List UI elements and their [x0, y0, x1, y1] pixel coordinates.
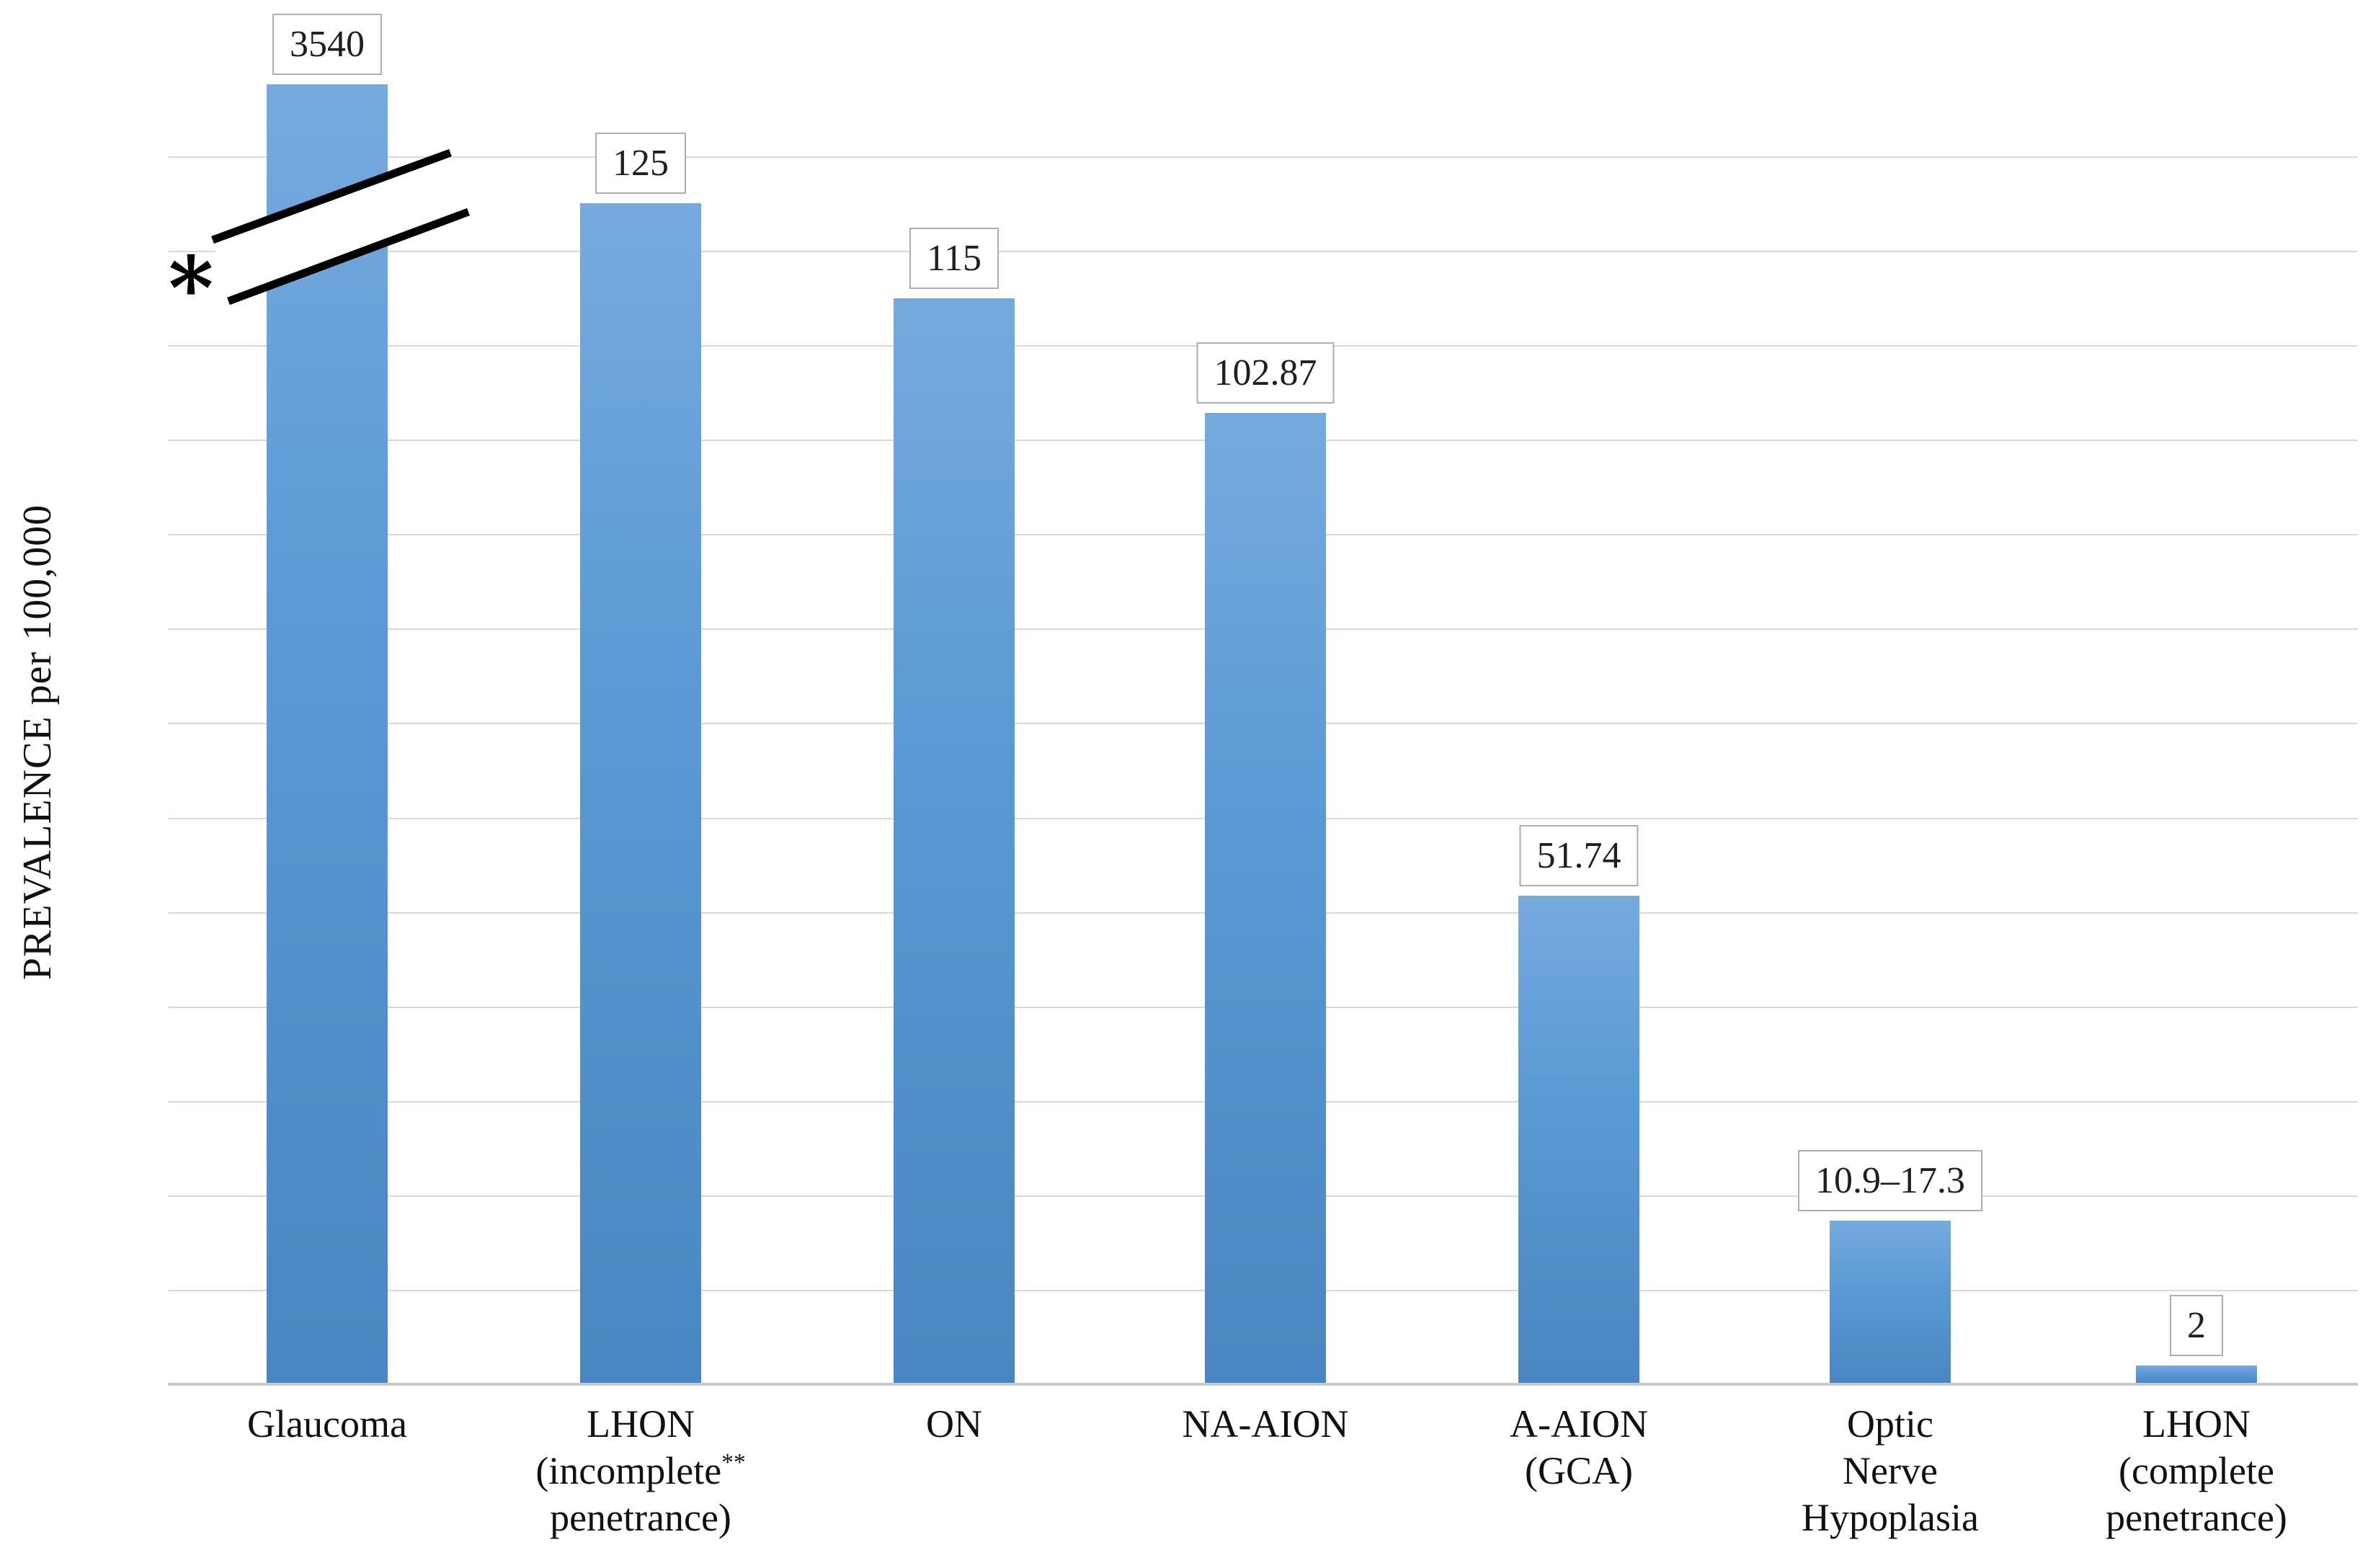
- category-label: ON: [788, 1401, 1120, 1448]
- category-label-line: penetrance): [2031, 1494, 2362, 1541]
- value-label: 3540: [272, 14, 382, 76]
- category-label-line: A-AION: [1413, 1401, 1745, 1448]
- bar-4[interactable]: [1518, 896, 1639, 1384]
- gridline: [168, 156, 2358, 158]
- category-label-text: NA-AION: [1182, 1402, 1349, 1446]
- category-label-text: Nerve: [1843, 1448, 1938, 1492]
- y-axis-title: PREVALENCE per 100,000: [15, 504, 60, 981]
- category-label-line: (GCA): [1413, 1448, 1745, 1494]
- category-label-text: penetrance): [550, 1495, 731, 1539]
- category-label-text: A-AION: [1510, 1402, 1648, 1446]
- category-label-line: ON: [788, 1401, 1120, 1448]
- category-label-line: Hypoplasia: [1724, 1494, 2056, 1541]
- value-label: 102.87: [1196, 342, 1335, 404]
- category-label: LHON (complete penetrance): [2031, 1401, 2362, 1541]
- bar-3[interactable]: [1205, 413, 1326, 1384]
- category-label-line: (complete: [2031, 1448, 2362, 1494]
- category-label-line: LHON: [475, 1401, 806, 1448]
- category-label-footnote-marker: **: [721, 1448, 746, 1476]
- category-label-line: penetrance): [475, 1494, 806, 1541]
- category-label-line: (incomplete**: [475, 1448, 806, 1494]
- category-label-text: Optic: [1847, 1402, 1933, 1446]
- category-label-line: NA-AION: [1100, 1401, 1431, 1448]
- category-label-text: penetrance): [2106, 1495, 2287, 1539]
- category-label-text: Hypoplasia: [1802, 1495, 1979, 1539]
- category-label: A-AION (GCA): [1413, 1401, 1745, 1494]
- category-label-line: Optic: [1724, 1401, 2056, 1448]
- bar-6[interactable]: [2136, 1366, 2257, 1384]
- value-label: 51.74: [1519, 825, 1639, 887]
- category-label-text: Glaucoma: [247, 1402, 407, 1446]
- bar-0[interactable]: [267, 84, 388, 1384]
- category-label-line: LHON: [2031, 1401, 2362, 1448]
- category-label: Optic Nerve Hypoplasia: [1724, 1401, 2056, 1541]
- category-label-text: (GCA): [1525, 1448, 1633, 1492]
- category-label-line: Glaucoma: [161, 1401, 493, 1448]
- axis-break-asterisk: *: [169, 238, 214, 339]
- value-label: 2: [2170, 1295, 2223, 1357]
- category-label-text: (incomplete: [535, 1448, 722, 1492]
- value-label: 115: [909, 228, 999, 290]
- category-label: LHON (incomplete** penetrance): [475, 1401, 806, 1541]
- category-label: Glaucoma: [161, 1401, 493, 1448]
- value-label: 10.9–17.3: [1798, 1150, 1982, 1212]
- category-label-line: Nerve: [1724, 1448, 2056, 1494]
- bar-1[interactable]: [580, 203, 701, 1384]
- category-label: NA-AION: [1100, 1401, 1431, 1448]
- category-label-text: LHON: [587, 1402, 695, 1446]
- category-label-text: (complete: [2119, 1448, 2274, 1492]
- category-label-text: ON: [926, 1402, 982, 1446]
- category-label-text: LHON: [2142, 1402, 2250, 1446]
- x-axis-line: [168, 1383, 2358, 1386]
- gridline: [168, 251, 2358, 252]
- bar-5[interactable]: [1830, 1221, 1951, 1384]
- bar-2[interactable]: [894, 298, 1015, 1384]
- value-label: 125: [595, 133, 686, 195]
